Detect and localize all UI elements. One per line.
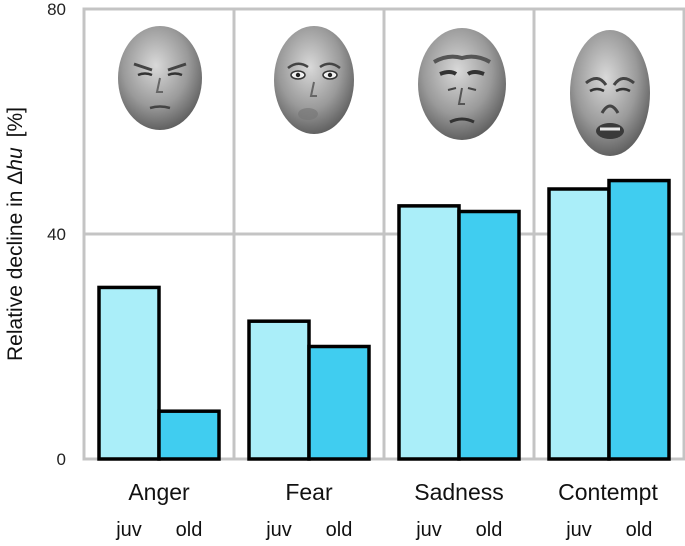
category-label-sadness: Sadness: [414, 479, 504, 505]
category-label-fear: Fear: [285, 479, 333, 505]
angry-face-icon: [118, 26, 202, 130]
group-label-old: old: [626, 519, 653, 541]
bar-anger-juv: [97, 285, 161, 461]
group-label-old: old: [176, 519, 203, 541]
fearful-face-icon: [274, 26, 354, 134]
sad-face-icon: [418, 28, 506, 140]
group-label-juv: juv: [115, 519, 142, 541]
category-label-anger: Anger: [128, 479, 190, 505]
bar-contempt-old: [607, 178, 671, 461]
y-tick-label: 0: [57, 450, 66, 469]
bar-contempt-juv: [547, 187, 611, 461]
group-label-old: old: [476, 519, 503, 541]
bar-fear-old: [307, 344, 371, 461]
category-label-contempt: Contempt: [558, 479, 658, 505]
bar-anger-old: [157, 409, 221, 461]
group-label-juv: juv: [415, 519, 442, 541]
bar-sadness-old: [457, 209, 521, 461]
bar-sadness-juv: [397, 204, 461, 461]
contempt-face-icon: [570, 30, 650, 156]
y-tick-label: 40: [47, 225, 66, 244]
y-tick-label: 80: [47, 0, 66, 19]
group-label-old: old: [326, 519, 353, 541]
bar-fear-juv: [247, 319, 311, 461]
y-axis-label: Relative decline in Δhu[%]: [4, 107, 27, 361]
group-label-juv: juv: [565, 519, 592, 541]
group-label-juv: juv: [265, 519, 292, 541]
